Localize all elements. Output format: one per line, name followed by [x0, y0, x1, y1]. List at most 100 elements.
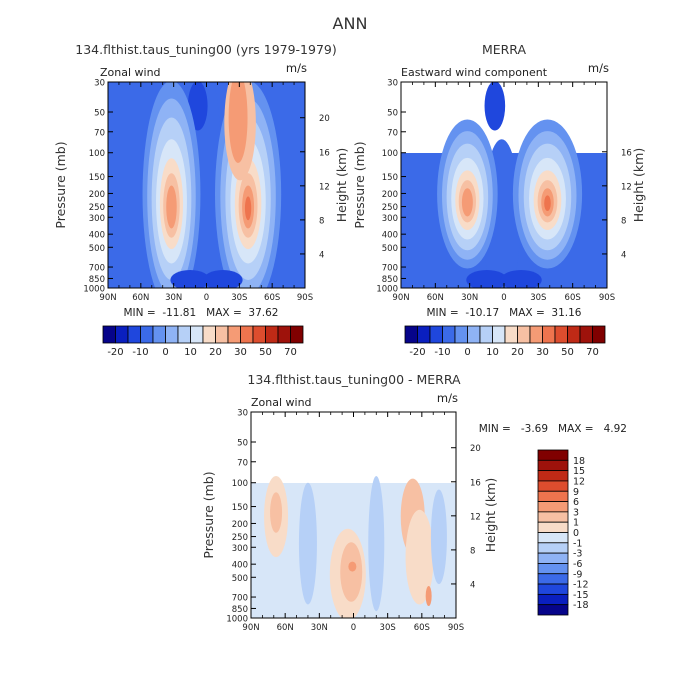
y-tick-label: 250	[232, 533, 248, 543]
colorbar-label: 9	[573, 487, 579, 498]
colorbar-swatch	[140, 325, 154, 344]
colorbar-label: 0	[464, 347, 470, 358]
colorbar-swatch	[492, 325, 506, 344]
x-tick-label: 90S	[297, 293, 313, 303]
colorbar-label: -18	[573, 600, 589, 611]
colorbar-swatch	[537, 480, 569, 492]
y-tick-label: 70	[387, 128, 398, 138]
diff-max-equator	[348, 561, 357, 572]
panel-model: 134.flthist.taus_tuning00 (yrs 1979-1979…	[53, 42, 349, 358]
panel-diff-stats: MIN = -3.69 MAX = 4.92	[479, 423, 627, 435]
y-tick-label: 50	[387, 109, 398, 119]
x-tick-label: 30S	[530, 293, 546, 303]
diff-positive-equator-core	[340, 542, 363, 602]
y-tick-label: 150	[232, 503, 248, 513]
colorbar-label: 30	[536, 347, 549, 358]
colorbar-label: -1	[573, 538, 582, 549]
y-tick-label: 1000	[83, 285, 105, 295]
y-tick-label: 50	[237, 439, 248, 449]
x-tick-label: 60N	[277, 623, 294, 633]
panel-diff-axes: 305070100150200250300400500700850100090N…	[226, 409, 480, 634]
y-tick-label: 400	[232, 561, 248, 571]
colorbar-swatch	[542, 325, 556, 344]
y-right-tick-label: 16	[319, 148, 330, 158]
surface-easterly-sh	[203, 270, 243, 288]
panel-diff-title: 134.flthist.taus_tuning00 - MERRA	[247, 372, 461, 387]
y-tick-label: 500	[232, 574, 248, 584]
x-tick-label: 90S	[448, 623, 464, 633]
colorbar-label: -20	[409, 347, 425, 358]
surface-easterly-nh	[466, 270, 508, 288]
x-tick-label: 90N	[392, 293, 409, 303]
colorbar-swatch	[529, 325, 543, 344]
y-tick-label: 850	[89, 275, 105, 285]
colorbar-swatch	[537, 542, 569, 554]
colorbar-label: 50	[561, 347, 574, 358]
colorbar-swatch	[537, 449, 569, 461]
y-tick-label: 700	[232, 594, 248, 604]
panel-merra-title: MERRA	[482, 42, 527, 57]
colorbar-label: -20	[107, 347, 123, 358]
colorbar-swatch	[240, 325, 254, 344]
y-tick-label: 300	[89, 214, 105, 224]
colorbar-label: 30	[234, 347, 247, 358]
colorbar-swatch	[115, 325, 129, 344]
panel-merra: MERRA Eastward wind component m/s 30 50 70…	[352, 42, 646, 358]
panel-model-ylabel-right: Height (km)	[334, 148, 349, 222]
y-tick-label: 100	[382, 149, 398, 159]
colorbar-swatch	[404, 325, 418, 344]
panel-merra-variable: Eastward wind component	[401, 66, 548, 79]
colorbar-swatch	[467, 325, 481, 344]
y-tick-label: 400	[382, 231, 398, 241]
colorbar-swatch	[537, 583, 569, 595]
colorbar-swatch	[537, 573, 569, 585]
colorbar-swatch	[190, 325, 204, 344]
colorbar-swatch	[567, 325, 581, 344]
surface-easterly-nh	[170, 270, 210, 288]
y-tick-label: 250	[382, 203, 398, 213]
y-tick-label: 250	[89, 203, 105, 213]
y-tick-label: 200	[232, 520, 248, 530]
colorbar-label: -12	[573, 580, 589, 591]
panel-diff-plot-area	[250, 411, 457, 619]
y-tick-label: 100	[89, 149, 105, 159]
x-tick-label: 60N	[427, 293, 444, 303]
jet-contour-1-7	[244, 196, 252, 221]
y-right-tick-label: 16	[470, 478, 481, 488]
colorbar-swatch	[537, 563, 569, 575]
x-tick-label: 60S	[264, 293, 280, 303]
colorbar-swatch	[127, 325, 141, 344]
x-tick-label: 30N	[461, 293, 478, 303]
surface-easterly-sh	[500, 270, 542, 288]
stratospheric-easterly-core	[484, 82, 506, 131]
colorbar-swatch	[417, 325, 431, 344]
panel-model-contours	[142, 82, 282, 288]
panel-model-ylabel: Pressure (mb)	[53, 141, 68, 228]
y-right-tick-label: 8	[319, 216, 324, 226]
y-tick-label: 1000	[226, 615, 248, 625]
panel-diff-variable: Zonal wind	[251, 396, 312, 409]
colorbar-swatch	[454, 325, 468, 344]
colorbar-swatch	[252, 325, 266, 344]
colorbar-swatch	[537, 501, 569, 513]
y-tick-label: 300	[382, 214, 398, 224]
x-tick-label: 60S	[414, 623, 430, 633]
colorbar-swatch	[202, 325, 216, 344]
panel-model-stats: MIN = -11.81 MAX = 37.62	[124, 307, 279, 319]
colorbar-label: 70	[586, 347, 599, 358]
panel-diff-ylabel: Pressure (mb)	[201, 471, 216, 558]
panel-merra-ylabel: Pressure (mb)	[352, 141, 367, 228]
colorbar-label: 18	[573, 456, 585, 467]
panel-diff: 134.flthist.taus_tuning00 - MERRA Zonal …	[201, 372, 627, 633]
panel-model-axes: 305070100150200250300400500700850100090N…	[83, 79, 329, 304]
colorbar-swatch	[429, 325, 443, 344]
y-tick-label: 500	[382, 244, 398, 254]
y-tick-label: 200	[382, 190, 398, 200]
diff-negative-sh	[368, 475, 385, 612]
y-tick-label: 500	[89, 244, 105, 254]
y-right-tick-label: 20	[319, 114, 330, 124]
colorbar-swatch	[592, 325, 606, 344]
colorbar-swatch	[227, 325, 241, 344]
